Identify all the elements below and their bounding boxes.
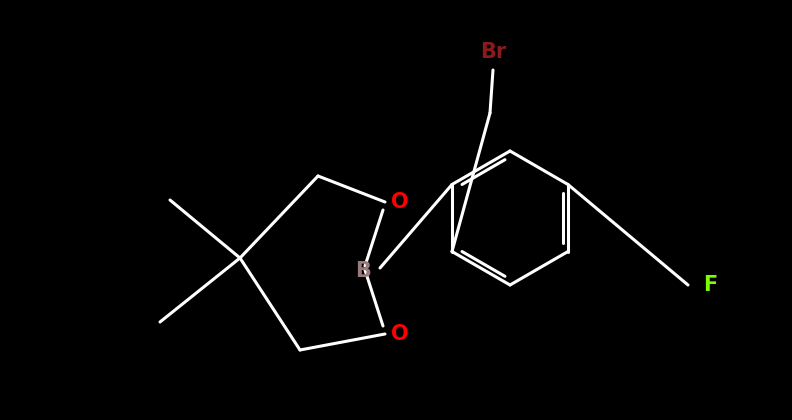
Text: O: O	[391, 324, 409, 344]
Text: B: B	[355, 261, 371, 281]
Text: Br: Br	[480, 42, 506, 62]
Text: O: O	[391, 192, 409, 212]
Text: F: F	[703, 275, 717, 295]
